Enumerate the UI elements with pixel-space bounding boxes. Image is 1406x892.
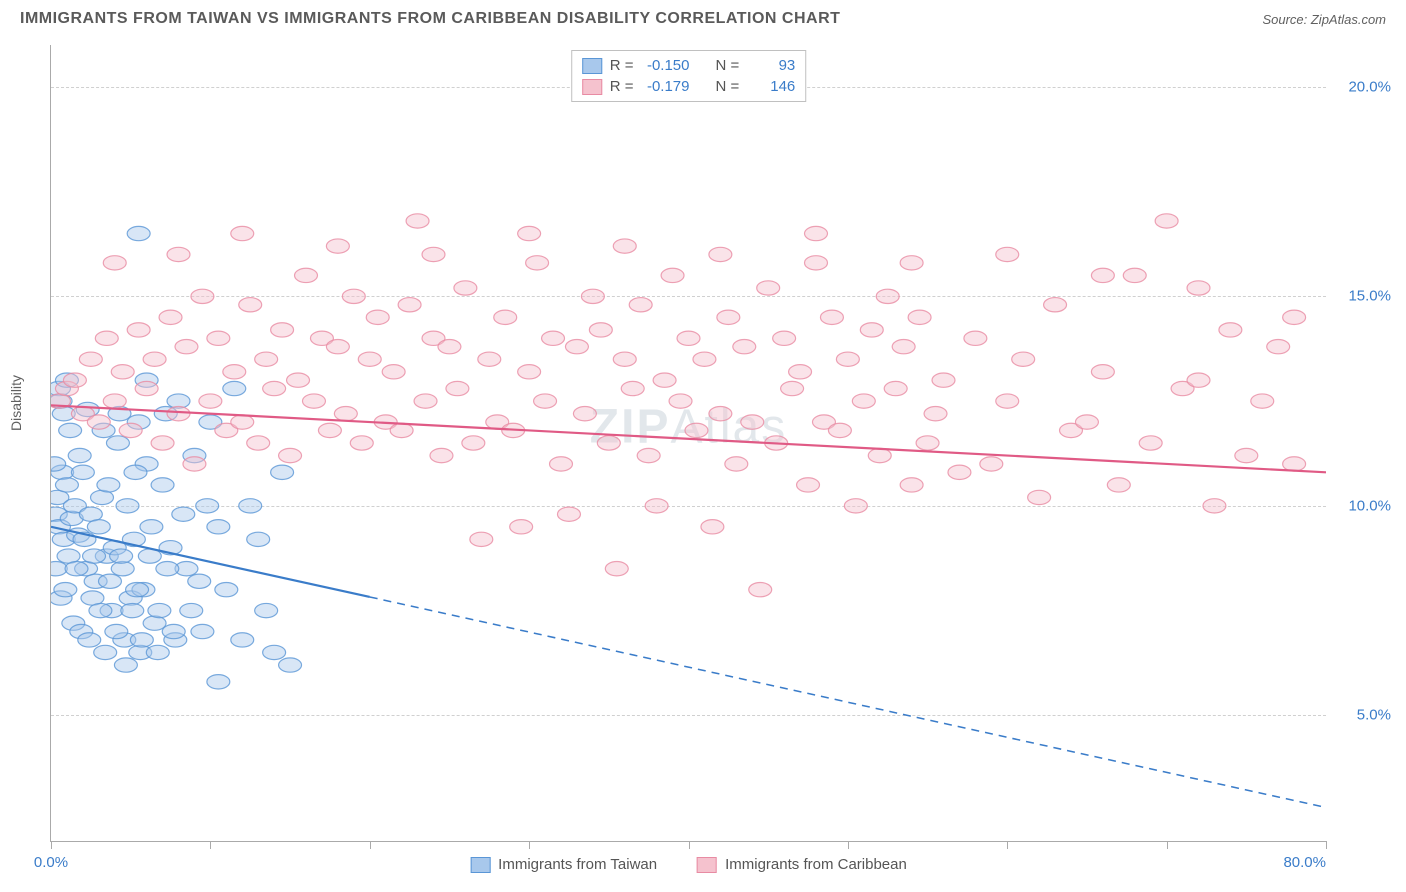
x-tick (51, 841, 52, 849)
y-tick-label: 20.0% (1348, 78, 1391, 95)
chart-title: IMMIGRANTS FROM TAIWAN VS IMMIGRANTS FRO… (20, 10, 840, 28)
n-value-taiwan: 93 (747, 57, 795, 74)
x-tick (210, 841, 211, 849)
n-label: N = (716, 78, 740, 95)
caribbean-swatch-icon (697, 857, 717, 873)
x-tick (529, 841, 530, 849)
y-axis-label: Disability (8, 375, 24, 431)
r-value-taiwan: -0.150 (642, 57, 690, 74)
y-tick-label: 15.0% (1348, 288, 1391, 305)
x-tick (370, 841, 371, 849)
n-value-caribbean: 146 (747, 78, 795, 95)
source-label: Source: ZipAtlas.com (1262, 12, 1386, 27)
legend-row-taiwan: R = -0.150 N = 93 (582, 55, 796, 76)
taiwan-swatch-icon (582, 58, 602, 74)
r-label: R = (610, 57, 634, 74)
x-tick (689, 841, 690, 849)
series-legend: Immigrants from Taiwan Immigrants from C… (470, 856, 907, 873)
x-tick-label: 0.0% (34, 854, 68, 871)
taiwan-swatch-icon (470, 857, 490, 873)
scatter-plot (51, 45, 1326, 841)
correlation-legend: R = -0.150 N = 93 R = -0.179 N = 146 (571, 50, 807, 102)
legend-item-caribbean: Immigrants from Caribbean (697, 856, 907, 873)
r-label: R = (610, 78, 634, 95)
caribbean-swatch-icon (582, 79, 602, 95)
r-value-caribbean: -0.179 (642, 78, 690, 95)
x-tick (1167, 841, 1168, 849)
chart-container: Disability ZIPAtlas R = -0.150 N = 93 R … (50, 45, 1326, 842)
plot-area: Disability ZIPAtlas R = -0.150 N = 93 R … (50, 45, 1326, 842)
x-tick (1007, 841, 1008, 849)
n-label: N = (716, 57, 740, 74)
series-name-taiwan: Immigrants from Taiwan (498, 856, 657, 873)
legend-item-taiwan: Immigrants from Taiwan (470, 856, 657, 873)
y-tick-label: 5.0% (1357, 707, 1391, 724)
x-tick (848, 841, 849, 849)
x-tick-label: 80.0% (1283, 854, 1326, 871)
legend-row-caribbean: R = -0.179 N = 146 (582, 76, 796, 97)
x-tick (1326, 841, 1327, 849)
y-tick-label: 10.0% (1348, 497, 1391, 514)
series-name-caribbean: Immigrants from Caribbean (725, 856, 907, 873)
